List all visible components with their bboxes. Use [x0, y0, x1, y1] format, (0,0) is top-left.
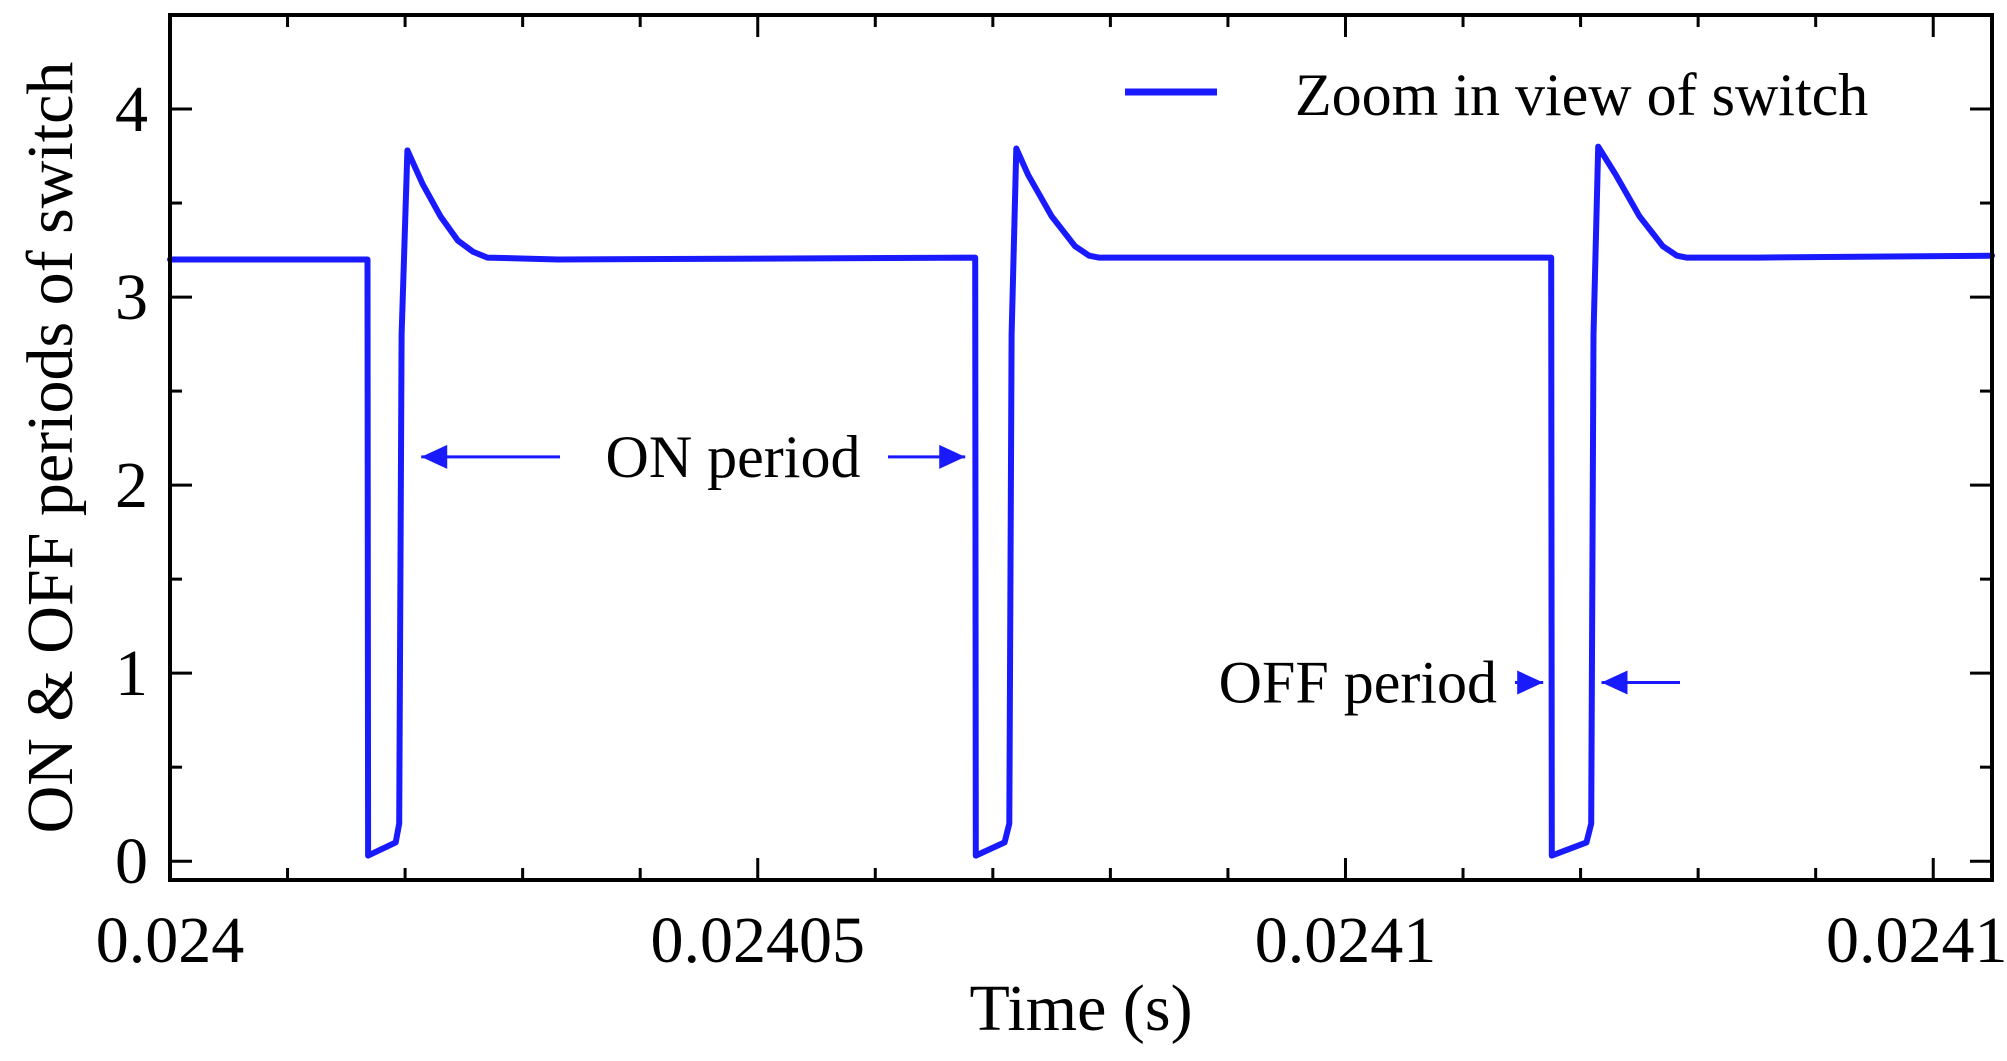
y-tick-label: 4	[115, 73, 148, 146]
x-axis-label: Time (s)	[969, 972, 1192, 1045]
series-line-switch	[167, 143, 1995, 859]
y-axis-label: ON & OFF periods of switch	[14, 62, 87, 834]
annotations-layer: ON period OFF period	[421, 424, 1680, 716]
ticks-layer: 0.024 0.02405 0.0241 0.02415 0 1 2 3 4	[96, 13, 2007, 977]
legend-label: Zoom in view of switch	[1295, 62, 1868, 128]
on-period-label: ON period	[606, 424, 861, 490]
series-layer	[167, 143, 1995, 859]
off-period-label: OFF period	[1219, 650, 1497, 716]
labels-layer: Time (s) ON & OFF periods of switch	[14, 62, 1193, 1045]
x-tick-label: 0.024	[96, 904, 245, 977]
x-tick-label: 0.0241	[1255, 904, 1437, 977]
y-tick-label: 2	[115, 449, 148, 522]
plot-frame	[168, 13, 1994, 882]
y-tick-label: 0	[115, 825, 148, 898]
x-tick-label: 0.02415	[1826, 904, 2007, 977]
on-period-right-arrow-head	[939, 444, 966, 469]
legend: Zoom in view of switch	[1125, 62, 1868, 128]
off-period-left-arrow-head	[1517, 670, 1544, 695]
y-tick-label: 3	[115, 261, 148, 334]
y-tick-label: 1	[115, 637, 148, 710]
x-tick-label: 0.02405	[650, 904, 865, 977]
on-period-left-arrow-head	[421, 444, 448, 469]
off-period-right-arrow-head	[1601, 670, 1628, 695]
